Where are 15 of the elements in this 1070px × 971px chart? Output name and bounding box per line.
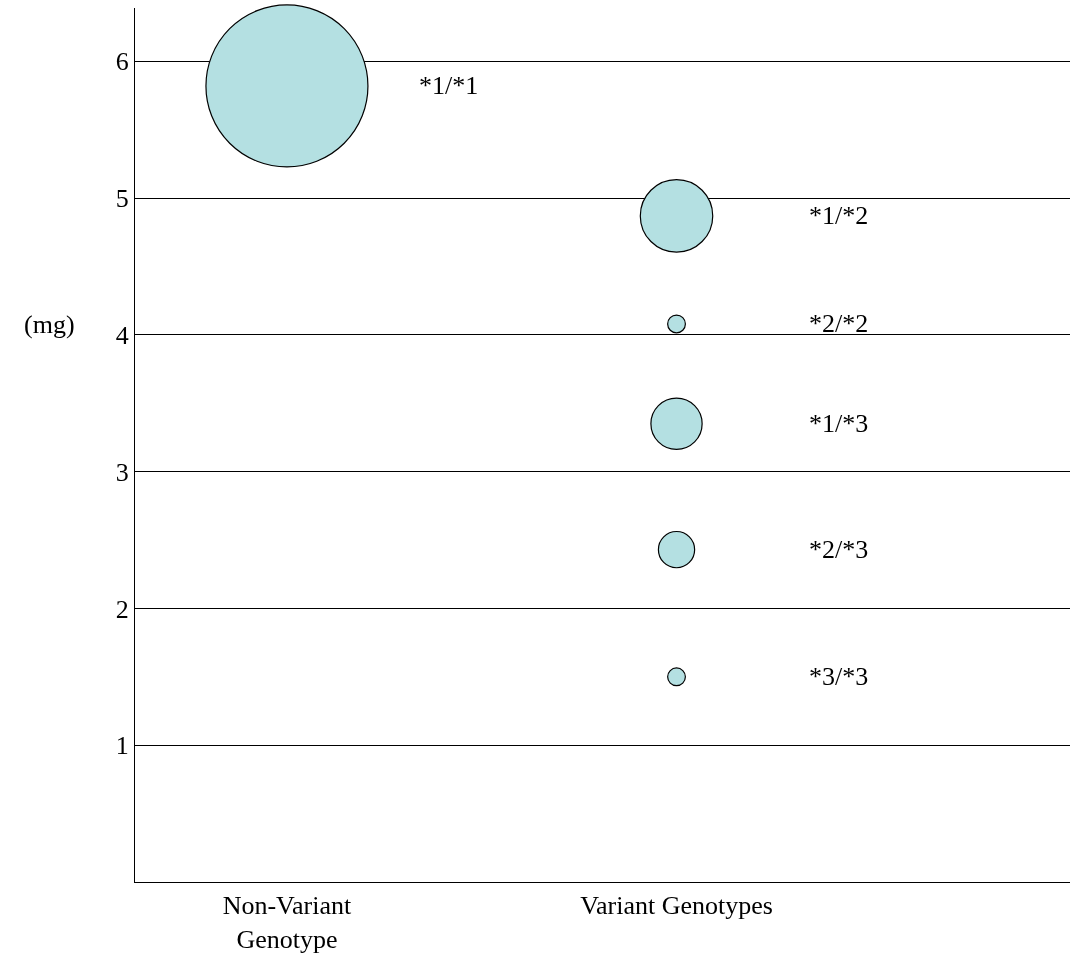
text: *2/*2 [809,309,869,338]
y-tick-label: 4 [115,321,129,350]
y-axis-title: (mg) [24,310,75,339]
y-tick-label: 2 [115,594,129,624]
series-label: *1/*1 [419,71,479,100]
text: *2/*3 [809,535,869,564]
y-tick-label: 5 [115,184,129,214]
text: *1/*2 [809,201,869,230]
text: *3/*3 [809,662,869,691]
y-tick-label: 3 [115,457,129,487]
text: *1/*3 [809,409,869,438]
x-tick-label: Non-Variant Genotype [222,891,352,954]
y-tick-label: 1 [115,731,129,761]
y-tick-label: 6 [115,47,129,77]
x-tick-label: Variant Genotypes [580,891,773,921]
